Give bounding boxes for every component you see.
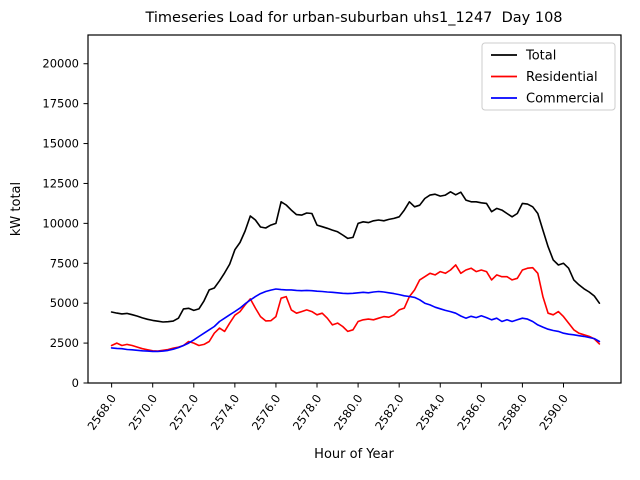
x-tick-label: 2576.0	[249, 392, 284, 433]
legend-label-total: Total	[525, 49, 556, 64]
x-tick-label: 2590.0	[536, 392, 571, 433]
plot-border	[87, 34, 622, 384]
x-tick-label: 2578.0	[290, 392, 325, 433]
y-tick-label: 20000	[42, 57, 79, 71]
x-tick-label: 2588.0	[495, 392, 530, 433]
x-tick-label: 2586.0	[454, 392, 489, 433]
series-line-commercial	[110, 288, 601, 353]
legend-label-residential: Residential	[526, 70, 598, 85]
y-tick-label: 12500	[42, 176, 79, 190]
y-tick-label: 2500	[50, 336, 79, 350]
series-line-residential	[110, 264, 601, 352]
x-tick-label: 2570.0	[126, 392, 161, 433]
x-tick-label: 2572.0	[167, 392, 202, 433]
legend: Total Residential Commercial	[481, 42, 616, 111]
y-tick-label: 0	[72, 376, 79, 390]
y-tick-label: 10000	[42, 216, 79, 230]
legend-box	[481, 42, 616, 111]
x-axis-label: Hour of Year	[314, 447, 394, 462]
y-tick-label: 17500	[42, 97, 79, 111]
legend-item-commercial: Commercial	[491, 92, 604, 107]
y-tick-label: 15000	[42, 137, 79, 151]
x-tick-label: 2584.0	[413, 392, 448, 433]
x-tick-label: 2574.0	[208, 392, 243, 433]
y-axis-label: kW total	[9, 182, 24, 236]
y-tick-label: 5000	[50, 296, 79, 310]
x-tick-label: 2582.0	[372, 392, 407, 433]
y-tick-label: 7500	[50, 256, 79, 270]
legend-item-total: Total	[491, 49, 556, 64]
x-tick-label: 2580.0	[331, 392, 366, 433]
series-line-total	[110, 191, 601, 323]
x-tick-label: 2568.0	[85, 392, 120, 433]
legend-label-commercial: Commercial	[526, 92, 604, 107]
chart-title: Timeseries Load for urban-suburban uhs1_…	[144, 10, 562, 26]
legend-item-residential: Residential	[491, 70, 598, 85]
